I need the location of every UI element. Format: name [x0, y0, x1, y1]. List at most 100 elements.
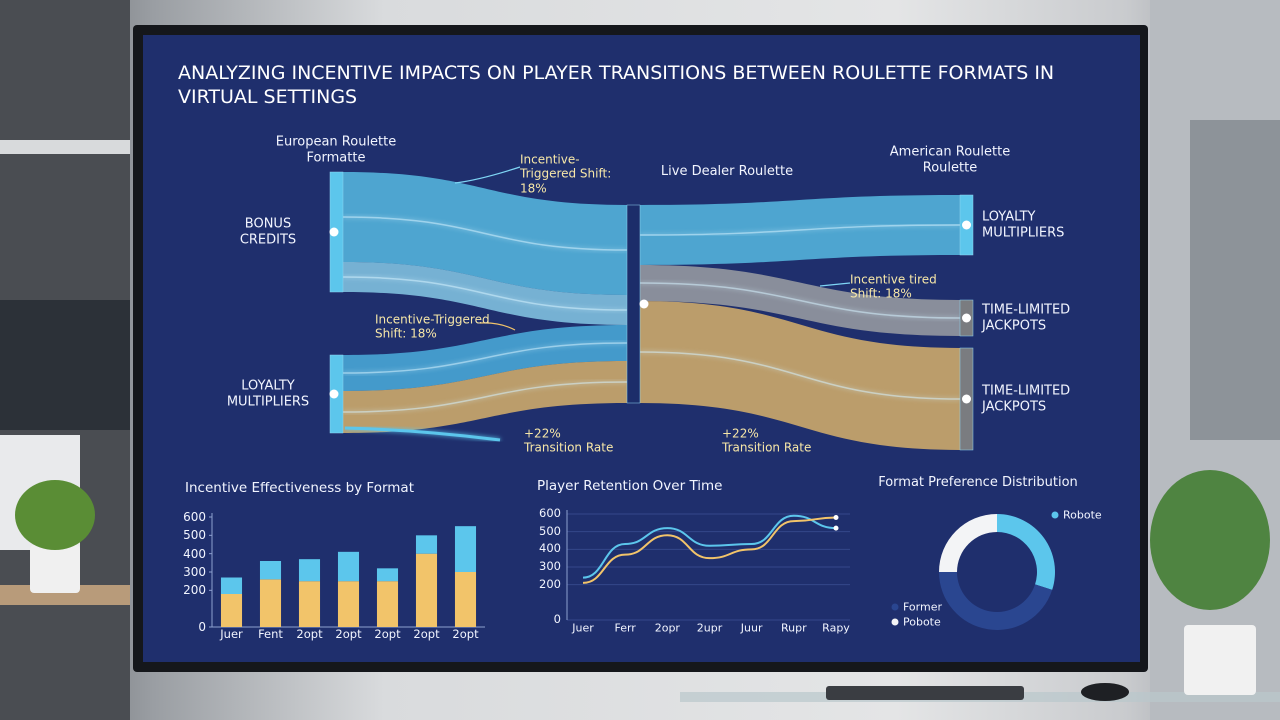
annotation: Incentive tired Shift: 18% [850, 272, 937, 301]
x-tick-label: Juer [220, 627, 243, 642]
x-tick-label: Rapy [822, 621, 850, 635]
server-rack [0, 300, 130, 430]
legend-label: Robote [1063, 508, 1102, 522]
y-tick-label: 600 [539, 506, 561, 521]
end-marker [833, 515, 839, 521]
node-dot [962, 220, 971, 230]
legend-swatch [1051, 511, 1059, 519]
mouse [1081, 683, 1129, 701]
bar-segment [415, 553, 438, 627]
annotation-leader [454, 166, 521, 184]
y-tick-label: 200 [539, 576, 561, 591]
bar-segment [454, 526, 477, 572]
chart-title: Format Preference Distribution [878, 475, 1078, 491]
node-label: LOYALTY MULTIPLIERS [982, 209, 1065, 240]
annotation: +22% Transition Rate [722, 426, 812, 455]
flow-highlight [342, 216, 628, 251]
line-series [582, 514, 837, 579]
chart-title: Incentive Effectiveness by Format [185, 479, 414, 496]
end-marker [833, 525, 839, 531]
node-label: LOYALTY MULTIPLIERS [226, 378, 310, 409]
y-tick-label: 0 [198, 619, 206, 634]
x-tick-label: Rupr [781, 621, 807, 635]
legend-label: Pobote [903, 615, 941, 629]
bar-segment [220, 594, 243, 627]
node-label: TIME-LIMITED JACKPOTS [982, 383, 1071, 414]
x-tick-label: 2opt [413, 627, 440, 642]
legend-label: Former [903, 600, 942, 614]
y-tick-label: 0 [553, 612, 561, 627]
y-tick-label: 200 [183, 583, 206, 598]
bar-segment [337, 581, 360, 627]
legend-swatch [891, 603, 899, 611]
bar-segment [298, 559, 321, 582]
plot-layer [209, 166, 1059, 630]
line-series [582, 516, 837, 584]
annotation-leader [344, 426, 501, 442]
x-tick-label: 2opt [296, 627, 323, 642]
x-tick-label: Juer [572, 621, 594, 635]
flow-highlight [342, 381, 628, 413]
node-dot [962, 394, 971, 404]
x-tick-label: Fent [258, 627, 283, 642]
donut-slice [939, 572, 1053, 630]
small-pot [30, 545, 80, 593]
annotation: +22% Transition Rate [524, 426, 614, 455]
annotation: Incentive-Triggered Shift: 18% [520, 152, 612, 196]
legend-swatch [891, 618, 899, 626]
chart-title: Player Retention Over Time [537, 477, 723, 494]
y-tick-label: 400 [539, 541, 561, 556]
bar-segment [259, 579, 282, 627]
window [1190, 120, 1280, 440]
flow-highlight [342, 342, 628, 374]
light-strip [0, 140, 130, 154]
y-tick-label: 400 [183, 546, 206, 561]
x-tick-label: Juur [740, 621, 763, 635]
bar-segment [298, 581, 321, 627]
bar-segment [220, 577, 243, 594]
donut-slice [939, 514, 997, 572]
node-dot [329, 389, 339, 399]
small-plant [15, 480, 95, 550]
x-tick-label: 2opt [374, 627, 401, 642]
column-header: European Roulette Formatte [275, 134, 397, 165]
y-tick-label: 600 [183, 509, 206, 524]
column-header: Live Dealer Roulette [660, 164, 794, 180]
x-tick-label: Ferr [614, 621, 636, 635]
annotation: Incentive-Triggered Shift: 18% [375, 312, 490, 341]
node-label: BONUS CREDITS [239, 216, 297, 247]
bar-segment [454, 572, 477, 627]
annotation-leader [819, 282, 851, 287]
x-tick-label: 2upr [696, 621, 723, 635]
node-dot [329, 227, 339, 237]
y-tick-label: 300 [183, 564, 206, 579]
node-dot [962, 313, 971, 323]
bar-segment [337, 551, 360, 582]
bar-segment [376, 581, 399, 627]
flow-highlight [639, 282, 961, 319]
bar-segment [415, 535, 438, 554]
flow-highlight [639, 224, 961, 236]
node-label: TIME-LIMITED JACKPOTS [982, 302, 1071, 333]
annotation-leader [479, 322, 516, 331]
flow-highlight [342, 276, 628, 311]
keyboard [826, 686, 1024, 700]
y-tick-label: 300 [539, 559, 561, 574]
plant-pot [1184, 625, 1256, 695]
x-tick-label: 2opt [335, 627, 362, 642]
donut-slice [997, 514, 1055, 590]
node-dot [639, 299, 649, 309]
x-tick-label: 2opr [654, 621, 680, 635]
y-tick-label: 500 [183, 528, 206, 543]
dashboard-title: ANALYZING INCENTIVE IMPACTS ON PLAYER TR… [178, 62, 1055, 108]
y-tick-label: 500 [539, 523, 561, 538]
plant-leaves [1150, 470, 1270, 610]
bar-segment [259, 561, 282, 580]
column-header: American Roulette Roulette [889, 144, 1011, 175]
bar-segment [376, 568, 399, 582]
flow-highlight [639, 351, 961, 400]
x-tick-label: 2opt [452, 627, 479, 642]
